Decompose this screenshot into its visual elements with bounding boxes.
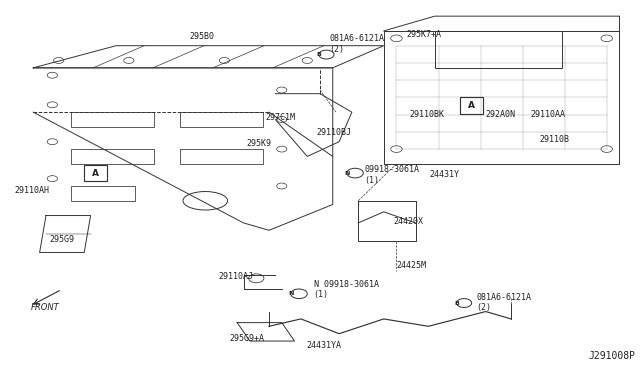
Bar [180,112,262,127]
Text: 29110BJ: 29110BJ [317,128,352,137]
FancyBboxPatch shape [460,97,483,113]
Text: 295K9: 295K9 [246,139,272,148]
Text: 297C1M: 297C1M [266,113,296,122]
Text: 29110AH: 29110AH [14,186,49,195]
Bar [180,149,262,164]
Text: 29110BK: 29110BK [409,109,444,119]
Bar [435,31,562,68]
Text: 295K7+A: 295K7+A [406,30,441,39]
Text: 09918-3061A
(1): 09918-3061A (1) [365,165,420,185]
Text: 081A6-6121A
(2): 081A6-6121A (2) [330,34,385,54]
Text: A: A [92,169,99,177]
Text: A: A [468,101,475,110]
Text: B: B [316,52,321,57]
Bar [72,112,154,127]
FancyBboxPatch shape [84,165,107,181]
Text: 29110B: 29110B [540,135,570,144]
Text: FRONT: FRONT [30,303,59,312]
Text: 24431Y: 24431Y [429,170,460,179]
Text: 24431YA: 24431YA [306,341,341,350]
Text: 295G9+A: 295G9+A [230,334,264,343]
Text: 29110AJ: 29110AJ [218,272,253,281]
Bar [72,186,135,201]
Text: 292A0N: 292A0N [486,109,516,119]
Text: J291008P: J291008P [588,352,636,361]
Text: B: B [454,301,459,305]
Text: N: N [289,291,294,296]
Text: 081A6-6121A
(2): 081A6-6121A (2) [476,293,531,312]
Text: 295B0: 295B0 [189,32,214,41]
Text: 24425M: 24425M [396,261,426,270]
Text: 295G9: 295G9 [49,235,74,244]
Text: N 09918-3061A
(1): N 09918-3061A (1) [314,280,379,299]
Text: N: N [345,171,350,176]
Text: 24420X: 24420X [394,217,423,225]
Bar [72,149,154,164]
Text: 29110AA: 29110AA [531,109,565,119]
